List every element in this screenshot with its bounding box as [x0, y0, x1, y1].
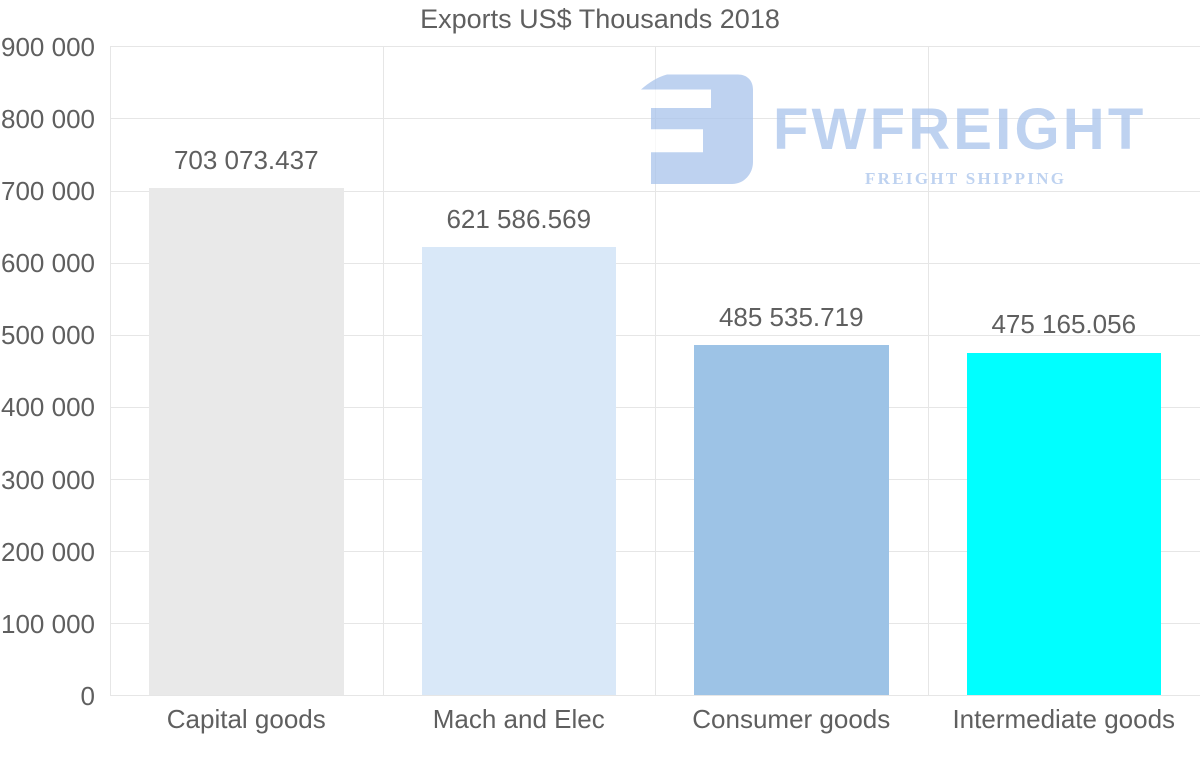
svg-text:FWFREIGHT: FWFREIGHT	[773, 97, 1147, 162]
svg-text:FREIGHT SHIPPING: FREIGHT SHIPPING	[865, 169, 1066, 188]
